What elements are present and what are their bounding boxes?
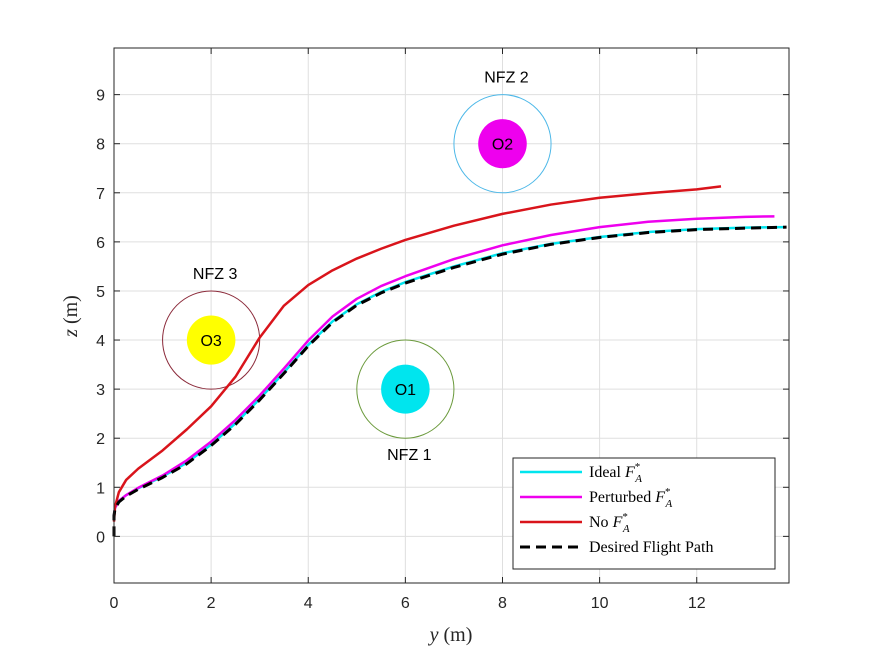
nfz-1-label: NFZ 1: [387, 447, 432, 464]
y-tick-label-6: 6: [96, 235, 105, 252]
y-tick-label-7: 7: [96, 186, 105, 203]
series-lines: [112, 185, 787, 537]
x-tick-label-1: 2: [207, 595, 216, 612]
legend-label-desired-path: Desired Flight Path: [589, 539, 713, 556]
x-tick-label-0: 0: [110, 595, 119, 612]
x-axis-label-unit: (m): [439, 624, 473, 646]
series-line-desired-path: [112, 225, 787, 537]
y-axis-label: z (m): [60, 295, 82, 338]
x-tick-label-6: 12: [688, 595, 706, 612]
axes-frame: [113, 47, 790, 584]
obstacle-o3-label: O3: [200, 333, 221, 350]
nfz-2-ring: [453, 94, 552, 194]
nfz-1-ring: [356, 339, 455, 439]
y-tick-label-5: 5: [96, 284, 105, 301]
x-axis-label: y (m): [428, 624, 473, 646]
x-tick-label-3: 6: [401, 595, 410, 612]
nfz-3-ring: [162, 290, 261, 390]
nfz-3-label: NFZ 3: [193, 266, 238, 283]
legend-label-perturbed: Perturbed F* A: [589, 486, 672, 510]
y-tick-label-2: 2: [96, 431, 105, 448]
x-tick-label-5: 10: [591, 595, 609, 612]
x-axis-label-var: y: [428, 624, 439, 646]
y-tick-label-9: 9: [96, 88, 105, 105]
legend-box: [512, 457, 776, 570]
y-tick-label-3: 3: [96, 382, 105, 399]
y-axis-label-var: z: [60, 329, 82, 338]
nfz-2-label: NFZ 2: [484, 70, 529, 87]
legend-label-ideal: Ideal F* A: [589, 461, 642, 485]
obstacle-o2: [478, 119, 527, 169]
y-tick-label-4: 4: [96, 333, 105, 350]
obstacle-o3: [186, 315, 236, 365]
y-axis-label-unit: (m): [60, 295, 82, 329]
x-tick-label-2: 4: [304, 595, 313, 612]
obstacle-o1: [381, 364, 430, 414]
x-tick-label-4: 8: [498, 595, 507, 612]
series-line-no-fa: [112, 185, 722, 522]
obstacle-o1-label: O1: [395, 382, 416, 399]
legend-label-no-fa: No F* A: [589, 511, 630, 535]
no-fly-zones: O1 NFZ 1 O2 NFZ 2 O3 NFZ 3: [162, 70, 552, 464]
y-tick-label-1: 1: [96, 480, 105, 497]
y-tick-label-0: 0: [96, 529, 105, 546]
obstacle-o2-label: O2: [492, 137, 513, 154]
y-tick-label-8: 8: [96, 137, 105, 154]
